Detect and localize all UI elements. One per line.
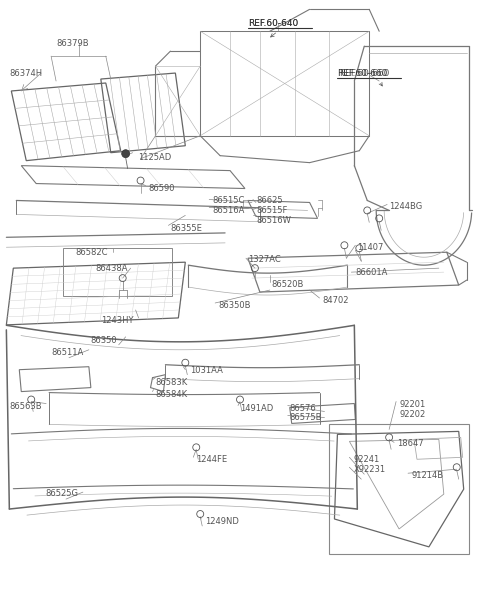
Text: 92241: 92241 — [353, 455, 380, 464]
Text: 86516W: 86516W — [256, 216, 291, 226]
Text: 1243HY: 1243HY — [101, 316, 133, 325]
Text: 1031AA: 1031AA — [190, 365, 223, 374]
Text: REF.60-640: REF.60-640 — [248, 19, 298, 28]
Text: 86583K: 86583K — [156, 377, 188, 387]
Text: 1249ND: 1249ND — [205, 517, 239, 526]
Text: 84702: 84702 — [323, 296, 349, 305]
Text: 86525G: 86525G — [45, 489, 78, 498]
Text: 1244FE: 1244FE — [196, 455, 228, 464]
Text: 86438A: 86438A — [96, 264, 128, 273]
Text: 86515F: 86515F — [256, 206, 288, 215]
Text: 86516A: 86516A — [212, 206, 244, 215]
Text: 86563B: 86563B — [9, 402, 42, 411]
Text: 18647: 18647 — [397, 440, 424, 449]
Text: 1327AC: 1327AC — [248, 255, 281, 264]
Text: 86575B: 86575B — [290, 414, 322, 423]
Text: 86511A: 86511A — [51, 348, 84, 357]
Text: X92231: X92231 — [353, 466, 385, 474]
Text: 91214B: 91214B — [411, 471, 443, 480]
Text: 1491AD: 1491AD — [240, 403, 273, 412]
Text: REF.60-660: REF.60-660 — [337, 69, 388, 78]
Text: 86590: 86590 — [148, 183, 175, 192]
Text: 1125AD: 1125AD — [139, 153, 172, 162]
Text: 86520B: 86520B — [272, 280, 304, 289]
Text: 86625: 86625 — [256, 197, 283, 206]
Text: 86379B: 86379B — [56, 39, 89, 48]
Text: 86582C: 86582C — [75, 248, 108, 257]
Text: 86515C: 86515C — [212, 197, 244, 206]
Text: REF.60-660: REF.60-660 — [339, 69, 390, 78]
Text: 86374H: 86374H — [9, 69, 42, 78]
Text: 86355E: 86355E — [170, 224, 202, 233]
Text: 86350: 86350 — [91, 336, 118, 345]
Circle shape — [122, 150, 130, 157]
Text: 86576: 86576 — [290, 403, 316, 412]
Text: REF.60-640: REF.60-640 — [248, 19, 298, 28]
Text: 86601A: 86601A — [355, 268, 388, 277]
Text: 86584K: 86584K — [156, 390, 188, 399]
Text: 11407: 11407 — [357, 243, 384, 252]
Text: 92201: 92201 — [399, 400, 425, 409]
Text: 92202: 92202 — [399, 409, 425, 418]
Text: 86350B: 86350B — [218, 301, 251, 310]
Text: 1244BG: 1244BG — [389, 203, 422, 212]
